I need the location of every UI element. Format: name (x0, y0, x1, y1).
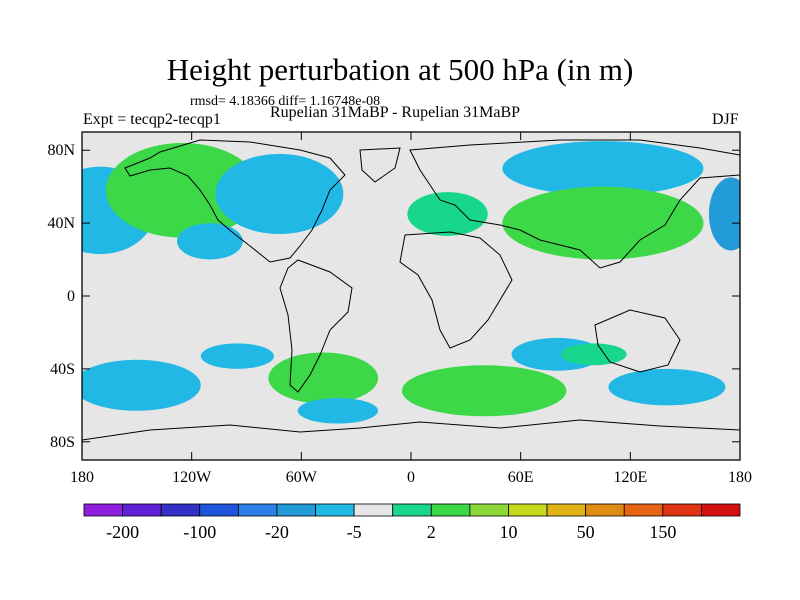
experiment-label: Expt = tecqp2-tecqp1 (83, 111, 221, 128)
colorbar-swatch (315, 503, 355, 517)
x-tick-label: 120W (172, 469, 212, 486)
anomaly-blob (200, 343, 274, 369)
colorbar: -200 -100 -20 -5 2 10 50 150 (83, 503, 741, 542)
colorbar-tick-label: 150 (649, 522, 676, 542)
colorbar-swatch (430, 503, 471, 517)
colorbar-swatch (276, 503, 316, 517)
anomaly-blob (105, 142, 260, 238)
anomaly-blob (177, 223, 243, 260)
x-axis: 180 120W 60W 0 60E 120E 180 (70, 132, 752, 486)
x-tick-label: 0 (407, 469, 415, 486)
colorbar-swatch (546, 503, 587, 517)
x-tick-label: 180 (728, 469, 752, 486)
anomaly-blob (608, 368, 726, 406)
colorbar-tick-label: -5 (347, 522, 362, 542)
coastline-south-america (279, 259, 353, 393)
anomaly-blob (560, 343, 627, 366)
colorbar-swatch (623, 503, 664, 517)
colorbar-tick-label: -100 (183, 522, 216, 542)
anomaly-blob (407, 192, 488, 236)
anomaly-blob (708, 177, 740, 251)
colorbar-swatch (353, 503, 394, 517)
colorbar-swatch (508, 503, 548, 517)
colorbar-swatch (160, 503, 201, 517)
x-tick-label: 180 (70, 469, 94, 486)
colorbar-swatch (469, 503, 509, 517)
coastline-australia (594, 309, 681, 373)
anomaly-blob (401, 365, 567, 417)
y-axis: 80N 40N 0 40S 80S (47, 142, 740, 451)
colorbar-tick-label: -20 (265, 522, 289, 542)
colorbar-tick-label: 2 (427, 522, 436, 542)
anomaly-blob (82, 359, 201, 411)
colorbar-swatch (122, 503, 162, 517)
colorbar-swatch (392, 503, 432, 517)
y-tick-label: 40N (47, 215, 75, 232)
case-label: Rupelian 31MaBP - Rupelian 31MaBP (270, 104, 521, 121)
anomaly-blob (502, 186, 704, 260)
y-tick-label: 0 (67, 288, 75, 305)
coastline-north-america (124, 139, 346, 263)
colorbar-swatch (701, 503, 741, 517)
coastline-africa (399, 231, 513, 349)
x-tick-label: 120E (613, 469, 647, 486)
coastline-antarctica (82, 419, 740, 441)
colorbar-swatch (237, 503, 278, 517)
colorbar-swatch (83, 503, 123, 517)
anomaly-field-layer (82, 141, 740, 424)
x-tick-label: 60E (508, 469, 534, 486)
anomaly-blob (502, 141, 704, 196)
anomaly-blob (297, 398, 379, 424)
y-tick-label: 80S (50, 434, 75, 451)
anomaly-blob (268, 352, 379, 404)
y-tick-label: 80N (47, 142, 75, 159)
coastline-greenland (359, 147, 401, 183)
coastline-layer (82, 139, 740, 441)
colorbar-swatch (585, 503, 625, 517)
stats-line: rmsd= 4.18366 diff= 1.16748e-08 (190, 94, 381, 109)
season-label: DJF (712, 111, 739, 128)
colorbar-swatch (199, 503, 239, 517)
anomaly-blob (215, 153, 344, 235)
colorbar-swatch (662, 503, 702, 517)
colorbar-tick-label: 10 (499, 522, 517, 542)
y-tick-label: 40S (50, 361, 75, 378)
chart-title: Height perturbation at 500 hPa (in m) (166, 52, 634, 87)
coastline-eurasia (409, 139, 740, 269)
colorbar-tick-label: -200 (106, 522, 139, 542)
colorbar-tick-label: 50 (577, 522, 595, 542)
x-tick-label: 60W (286, 469, 318, 486)
